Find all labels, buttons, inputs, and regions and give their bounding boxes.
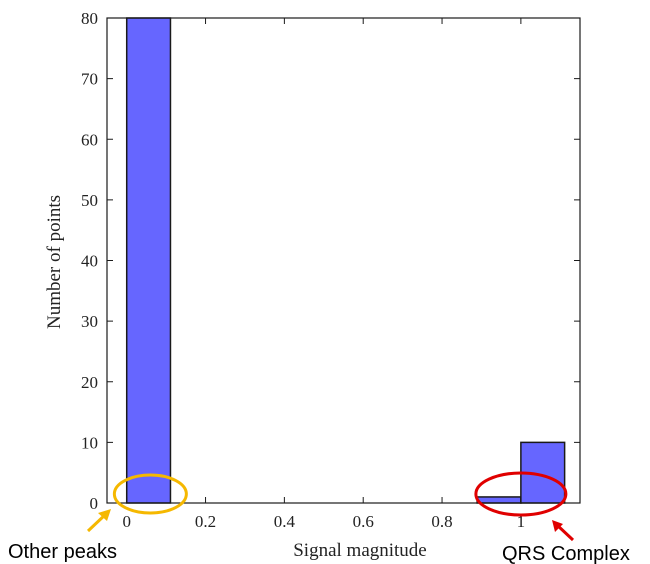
y-tick-label: 30 bbox=[81, 312, 98, 331]
qrs-complex-label: QRS Complex bbox=[502, 543, 630, 564]
histogram-bar-8 bbox=[476, 496, 522, 504]
other-peaks-arrow-head bbox=[98, 509, 111, 521]
y-axis-title: Number of points bbox=[44, 195, 65, 329]
x-tick-label: 1 bbox=[517, 512, 526, 531]
other-peaks-ellipse bbox=[112, 473, 188, 515]
y-tick-label: 40 bbox=[81, 252, 98, 271]
y-tick-label: 10 bbox=[81, 433, 98, 452]
y-tick-label: 0 bbox=[90, 494, 99, 513]
qrs-complex-arrow-head bbox=[552, 520, 563, 532]
plot-background bbox=[107, 18, 580, 503]
x-axis-title: Signal magnitude bbox=[293, 540, 427, 561]
qrs-complex-ellipse bbox=[474, 471, 568, 517]
x-tick-label: 0.4 bbox=[274, 512, 296, 531]
x-tick-label: 0.8 bbox=[431, 512, 452, 531]
y-tick-label: 20 bbox=[81, 373, 98, 392]
y-tick-label: 70 bbox=[81, 70, 98, 89]
y-tick-label: 50 bbox=[81, 191, 98, 210]
x-tick-label: 0.2 bbox=[195, 512, 216, 531]
x-tick-label: 0.6 bbox=[353, 512, 374, 531]
other-peaks-label: Other peaks bbox=[8, 541, 117, 563]
annotations-layer: Other peaks QRS Complex bbox=[8, 471, 630, 564]
x-tick-label: 0 bbox=[122, 512, 131, 531]
y-tick-label: 60 bbox=[81, 130, 98, 149]
y-tick-label: 80 bbox=[81, 9, 98, 28]
qrs-complex-arrow-line bbox=[555, 523, 575, 542]
histogram-bar-0 bbox=[125, 17, 172, 504]
